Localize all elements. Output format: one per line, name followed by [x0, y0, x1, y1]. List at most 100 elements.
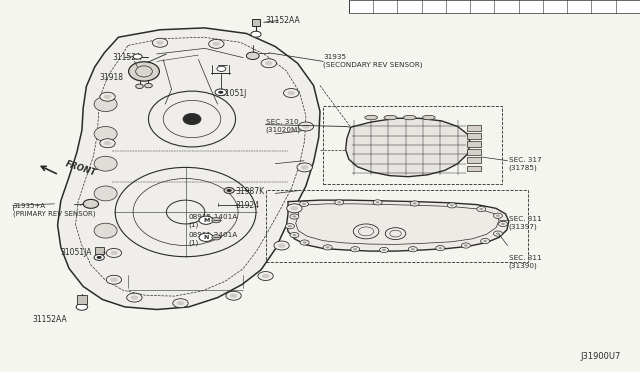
Ellipse shape	[94, 186, 117, 201]
Ellipse shape	[384, 115, 397, 120]
Circle shape	[110, 251, 118, 255]
Bar	[467, 125, 481, 131]
Circle shape	[292, 234, 296, 236]
Polygon shape	[58, 28, 320, 310]
Circle shape	[408, 247, 417, 252]
Circle shape	[481, 238, 490, 244]
Circle shape	[479, 208, 483, 210]
Text: SEC. 317
(31785): SEC. 317 (31785)	[509, 157, 541, 171]
Text: 08915-1401A
(1): 08915-1401A (1)	[189, 214, 238, 228]
Circle shape	[411, 248, 415, 250]
Circle shape	[373, 200, 382, 205]
Ellipse shape	[148, 91, 236, 147]
Ellipse shape	[129, 62, 159, 81]
Circle shape	[226, 291, 241, 300]
Circle shape	[199, 216, 213, 224]
Circle shape	[483, 240, 487, 242]
Bar	[266, 190, 528, 262]
Circle shape	[94, 254, 104, 260]
Circle shape	[246, 52, 259, 60]
Text: 31924: 31924	[236, 201, 260, 210]
Circle shape	[302, 124, 310, 129]
Circle shape	[297, 163, 312, 172]
Circle shape	[376, 201, 380, 203]
Circle shape	[230, 294, 237, 298]
Circle shape	[382, 249, 386, 251]
Ellipse shape	[403, 115, 416, 120]
Circle shape	[97, 256, 102, 259]
Circle shape	[353, 224, 379, 239]
Bar	[467, 149, 481, 155]
Circle shape	[303, 241, 307, 244]
Circle shape	[156, 41, 164, 45]
Circle shape	[288, 225, 292, 227]
Circle shape	[385, 228, 406, 240]
Text: N: N	[204, 235, 209, 240]
Circle shape	[301, 165, 308, 170]
Circle shape	[493, 213, 502, 218]
Circle shape	[501, 223, 505, 225]
Circle shape	[287, 204, 302, 213]
Circle shape	[173, 299, 188, 308]
Circle shape	[300, 201, 308, 206]
Circle shape	[292, 215, 296, 218]
Ellipse shape	[94, 223, 117, 238]
Circle shape	[326, 246, 330, 248]
Circle shape	[133, 54, 142, 59]
Circle shape	[217, 66, 226, 71]
Circle shape	[199, 233, 213, 241]
Circle shape	[177, 301, 184, 305]
Bar	[467, 141, 481, 147]
Ellipse shape	[94, 97, 117, 112]
Circle shape	[353, 248, 357, 250]
Text: FRONT: FRONT	[64, 159, 97, 177]
Bar	[95, 247, 104, 254]
Bar	[467, 133, 481, 139]
Circle shape	[278, 243, 285, 248]
Bar	[323, 106, 502, 184]
Ellipse shape	[94, 156, 117, 171]
Text: 31935
(SECONDARY REV SENSOR): 31935 (SECONDARY REV SENSOR)	[323, 54, 422, 68]
Circle shape	[335, 200, 344, 205]
Polygon shape	[346, 118, 470, 177]
Text: 31918: 31918	[99, 73, 123, 82]
Circle shape	[258, 272, 273, 280]
Circle shape	[136, 84, 143, 89]
Circle shape	[212, 42, 220, 46]
Circle shape	[274, 241, 289, 250]
Circle shape	[145, 83, 152, 88]
Text: 31152AA: 31152AA	[266, 16, 300, 25]
Circle shape	[410, 201, 419, 206]
Circle shape	[285, 224, 294, 229]
Circle shape	[110, 278, 118, 282]
Circle shape	[212, 235, 221, 240]
Text: 31987K: 31987K	[236, 187, 265, 196]
Circle shape	[436, 246, 445, 251]
Bar	[349, 0, 640, 13]
Polygon shape	[287, 200, 509, 251]
Circle shape	[100, 139, 115, 148]
Circle shape	[298, 122, 314, 131]
Circle shape	[227, 189, 232, 192]
Circle shape	[290, 232, 299, 238]
Circle shape	[104, 94, 111, 99]
Circle shape	[224, 187, 234, 193]
Text: J31900U7: J31900U7	[580, 352, 621, 361]
Circle shape	[100, 92, 115, 101]
Bar	[77, 295, 87, 304]
Bar	[252, 19, 260, 26]
Circle shape	[300, 240, 309, 245]
Circle shape	[218, 91, 223, 94]
Circle shape	[438, 247, 442, 249]
Circle shape	[413, 202, 417, 205]
Ellipse shape	[422, 115, 435, 120]
Circle shape	[106, 275, 122, 284]
Circle shape	[261, 59, 276, 68]
Circle shape	[493, 231, 502, 236]
Circle shape	[291, 206, 298, 211]
Text: 31935+A
(PRIMARY REV SENSOR): 31935+A (PRIMARY REV SENSOR)	[13, 203, 95, 217]
Circle shape	[209, 39, 224, 48]
Circle shape	[251, 31, 261, 37]
Circle shape	[287, 91, 295, 95]
Circle shape	[290, 214, 299, 219]
